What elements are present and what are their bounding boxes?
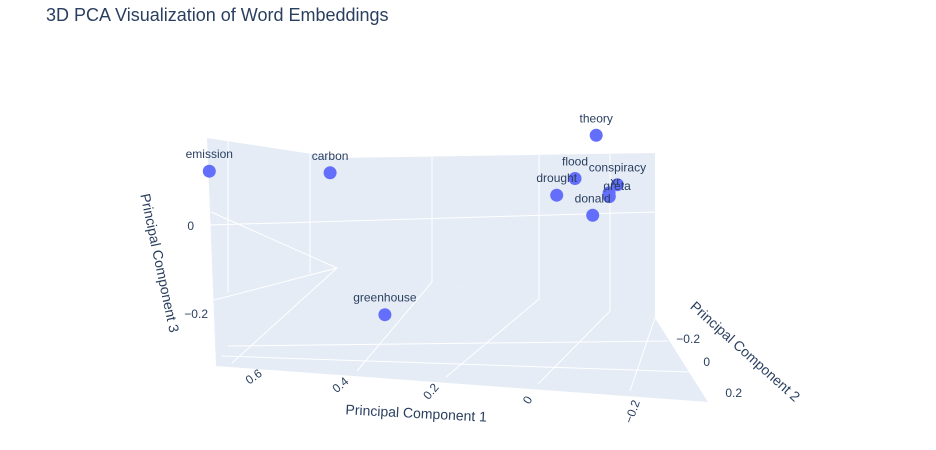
z-ticks: 0 −0.2 bbox=[184, 219, 208, 321]
x-tick-label: 0.2 bbox=[420, 380, 442, 402]
z-tick-label: −0.2 bbox=[184, 307, 208, 321]
grid-line bbox=[221, 355, 691, 373]
z-tick-label: 0 bbox=[187, 219, 194, 233]
data-point bbox=[202, 164, 216, 178]
point-label: theory bbox=[580, 111, 613, 125]
data-point bbox=[568, 172, 582, 185]
point-label: flood bbox=[562, 155, 588, 169]
x-axis-title: Principal Component 1 bbox=[345, 401, 487, 424]
data-point bbox=[550, 188, 564, 202]
grid-line bbox=[213, 267, 338, 301]
grid-line bbox=[210, 211, 338, 269]
point-label: donald bbox=[575, 191, 611, 205]
data-point bbox=[602, 190, 616, 204]
grid-lines bbox=[209, 141, 691, 392]
point-label: carbon bbox=[312, 149, 349, 163]
point-label: drought bbox=[536, 171, 577, 185]
data-point bbox=[610, 178, 624, 192]
grid-line bbox=[356, 281, 433, 372]
x-tick-label: 0.4 bbox=[330, 374, 352, 396]
z-axis-title: Principal Component 3 bbox=[137, 192, 182, 334]
data-point bbox=[323, 166, 337, 180]
chart-title: 3D PCA Visualization of Word Embeddings bbox=[46, 5, 389, 25]
back-pane bbox=[207, 138, 655, 318]
grid-line bbox=[231, 267, 338, 364]
grid-line bbox=[537, 310, 611, 385]
point-label: conspiracy bbox=[589, 161, 646, 175]
data-point bbox=[589, 128, 603, 142]
data-point bbox=[378, 308, 392, 322]
y-tick-label: −0.2 bbox=[676, 332, 700, 346]
x-tick-label: 0 bbox=[520, 393, 536, 406]
y-tick-label: 0 bbox=[703, 355, 710, 369]
side-pane bbox=[207, 138, 216, 366]
y-ticks: −0.2 0 0.2 bbox=[676, 332, 742, 400]
grid-line bbox=[629, 317, 656, 392]
scene-panes bbox=[207, 138, 708, 402]
point-label: greenhouse bbox=[353, 291, 417, 305]
point-label: greta bbox=[603, 179, 631, 193]
y-axis-title: Principal Component 2 bbox=[687, 298, 803, 405]
data-point bbox=[586, 208, 600, 222]
points-layer: emission carbon theory flood conspiracy droug… bbox=[186, 111, 646, 322]
y-tick-label: 0.2 bbox=[725, 386, 742, 400]
point-label: xr bbox=[610, 175, 620, 189]
point-label: emission bbox=[186, 147, 233, 161]
grid-line bbox=[227, 340, 669, 347]
x-tick-label: −0.2 bbox=[622, 398, 643, 425]
grid-line bbox=[209, 211, 656, 226]
